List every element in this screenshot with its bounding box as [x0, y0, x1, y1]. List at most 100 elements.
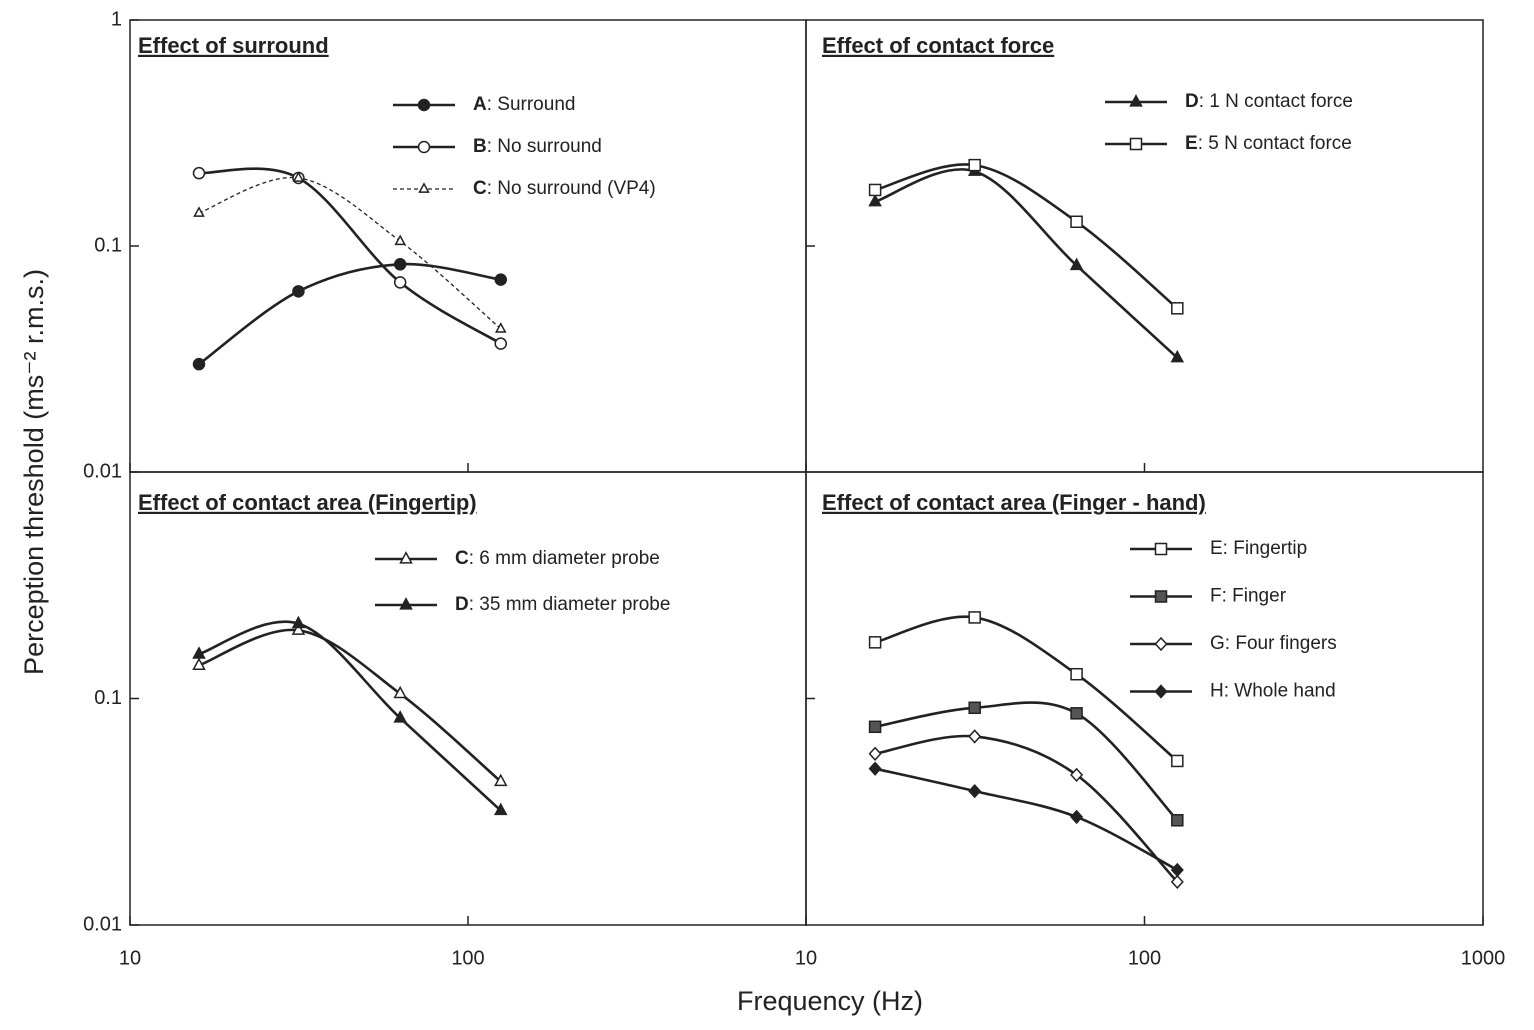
data-point — [394, 234, 406, 246]
data-point — [1070, 215, 1083, 229]
plot-frame — [129, 19, 807, 473]
data-point — [393, 685, 407, 699]
data-point — [291, 622, 306, 635]
panel-title: Effect of surround — [138, 33, 329, 58]
series-line — [874, 615, 1179, 762]
data-point — [968, 729, 982, 744]
data-point — [493, 773, 508, 787]
legend-marker — [1129, 137, 1143, 151]
data-point — [968, 611, 981, 624]
data-point — [1170, 874, 1184, 890]
legend-marker — [1154, 590, 1168, 603]
legend-label: A: Surround — [473, 94, 575, 115]
data-point — [1070, 767, 1084, 783]
data-point — [494, 273, 508, 286]
data-point — [1170, 349, 1185, 363]
legend-marker — [399, 551, 413, 564]
y-tick-label: 1 — [111, 8, 122, 30]
x-tick-label: 100 — [451, 947, 484, 969]
data-point — [292, 171, 305, 182]
series-line — [198, 176, 502, 330]
data-point — [291, 615, 306, 629]
data-point — [1171, 302, 1184, 315]
data-point — [192, 357, 206, 371]
legend-label: H: Whole hand — [1210, 681, 1336, 702]
data-point — [1070, 809, 1084, 825]
x-axis-label: Frequency (Hz) — [737, 986, 923, 1016]
data-point — [393, 276, 407, 289]
legend-label: E: 5 N contact force — [1185, 133, 1352, 154]
series-line — [874, 701, 1179, 822]
data-point — [868, 183, 882, 197]
series-line — [874, 767, 1178, 872]
series-line — [874, 734, 1179, 883]
legend-marker — [1129, 94, 1143, 107]
data-point — [292, 285, 305, 298]
data-point — [192, 646, 206, 659]
legend-marker — [1154, 636, 1168, 652]
data-point — [494, 337, 508, 350]
y-tick-label: 0.01 — [83, 913, 122, 935]
legend-marker — [1154, 542, 1168, 556]
data-point — [393, 710, 407, 723]
legend-label: D: 1 N contact force — [1185, 91, 1353, 112]
x-tick-label: 100 — [1128, 947, 1161, 969]
y-tick-label: 0.1 — [94, 234, 122, 256]
plot-frame — [129, 471, 807, 926]
data-point — [868, 193, 882, 207]
panel-title: Effect of contact area (Fingertip) — [138, 490, 477, 515]
data-point — [868, 636, 882, 649]
data-point — [1070, 707, 1083, 720]
legend-label: F: Finger — [1210, 586, 1287, 607]
panel: 1 0.1 0.01 Effect of surround A: Surround B: … — [83, 8, 807, 482]
legend-label: C: No surround (VP4) — [473, 178, 656, 199]
data-point — [1070, 667, 1083, 681]
data-point — [494, 322, 507, 333]
series-line — [874, 163, 1179, 310]
legend-label: D: 35 mm diameter probe — [455, 594, 670, 615]
data-point — [968, 783, 982, 799]
panel: Effect of contact force D: 1 N contact fo… — [805, 19, 1484, 473]
panel-title: Effect of contact force — [822, 33, 1054, 58]
data-point — [393, 258, 407, 271]
data-point — [1170, 862, 1184, 878]
x-tick-label: 10 — [119, 947, 141, 969]
legend-label: E: Fingertip — [1210, 538, 1307, 559]
y-tick-label: 0.1 — [94, 687, 122, 709]
panel: 0.1 0.01 10 100 Effect of contact area (Fing… — [83, 471, 807, 969]
data-point — [193, 206, 205, 217]
panel: 10 100 1000 Effect of contact area (Finger … — [795, 471, 1506, 969]
data-point — [1171, 814, 1184, 827]
legend-marker — [1154, 684, 1168, 699]
data-point — [192, 657, 206, 671]
series-line — [198, 262, 501, 366]
series-line — [874, 168, 1179, 359]
legend-marker — [399, 597, 413, 610]
data-point — [968, 158, 981, 172]
legend-marker — [418, 182, 430, 193]
legend-marker — [417, 98, 431, 112]
y-axis-label: Perception threshold (ms⁻² r.m.s.) — [19, 269, 49, 675]
data-point — [493, 802, 508, 816]
legend-label: C: 6 mm diameter probe — [455, 548, 660, 569]
plot-frame — [805, 471, 1484, 926]
legend-label: B: No surround — [473, 136, 602, 157]
series-line — [198, 167, 502, 345]
x-tick-label: 10 — [795, 947, 817, 969]
series-line — [198, 628, 502, 783]
data-point — [868, 746, 882, 761]
panel-title: Effect of contact area (Finger - hand) — [822, 490, 1206, 515]
data-point — [1069, 257, 1084, 271]
y-tick-label: 0.01 — [83, 460, 122, 482]
series-line — [198, 620, 502, 812]
data-point — [968, 701, 981, 715]
x-tick-label: 1000 — [1461, 947, 1506, 969]
data-point — [868, 720, 882, 734]
legend-marker — [417, 140, 431, 154]
data-point — [868, 761, 882, 776]
data-point — [1171, 754, 1184, 768]
legend-label: G: Four fingers — [1210, 633, 1337, 654]
plot-frame — [805, 19, 1484, 473]
data-point — [192, 166, 206, 180]
